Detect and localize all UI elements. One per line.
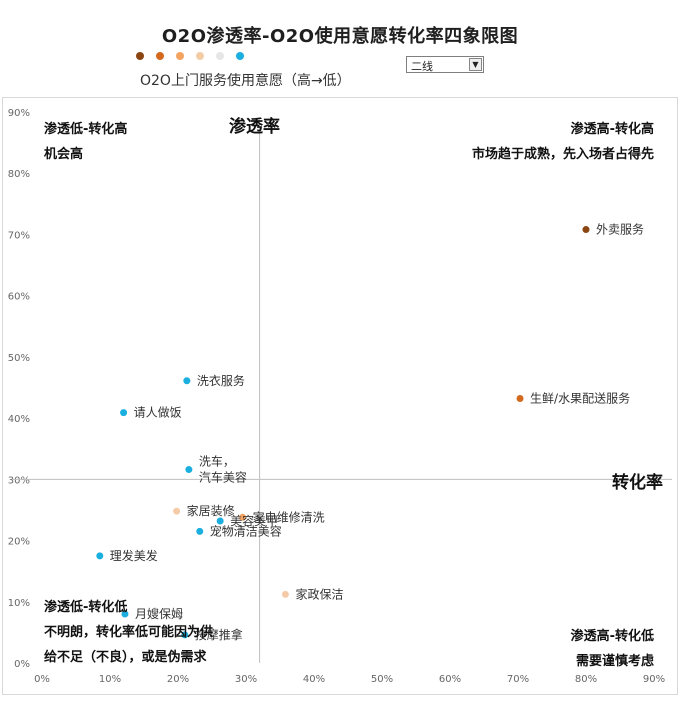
point-label: 理发美发	[110, 548, 158, 563]
data-point	[173, 507, 181, 515]
city-tier-dropdown[interactable]: 二线 ▼	[406, 56, 484, 73]
data-point	[120, 409, 128, 417]
x-tick-label: 80%	[575, 674, 597, 685]
chevron-down-icon[interactable]: ▼	[469, 58, 482, 71]
point-label: 月嫂保姆	[135, 607, 183, 621]
x-tick-label: 50%	[371, 674, 393, 685]
y-tick-label: 20%	[8, 537, 30, 548]
quadrant-bottom-left-note-2: 给不足（不良），或是伪需求	[44, 650, 207, 665]
legend-dot	[236, 52, 244, 60]
x-tick-label: 60%	[439, 674, 461, 685]
quadrant-bottom-right-title: 渗透高-转化低	[570, 629, 654, 644]
x-tick-label: 20%	[167, 674, 189, 685]
point-label: 生鲜/水果配送服务	[530, 391, 630, 406]
y-tick-label: 70%	[8, 230, 30, 241]
legend-dot	[176, 52, 184, 60]
y-tick-label: 90%	[8, 108, 30, 119]
legend-dot	[156, 52, 164, 60]
quadrant-bottom-left-title: 渗透低-转化低	[44, 600, 128, 615]
legend-dot	[136, 52, 144, 60]
y-tick-label: 80%	[8, 169, 30, 180]
y-tick-label: 60%	[8, 292, 30, 303]
point-label: 洗衣服务	[197, 373, 245, 388]
legend-dot	[196, 52, 204, 60]
y-tick-label: 0%	[14, 659, 30, 670]
point-label: 美容美甲	[230, 513, 278, 528]
data-point	[121, 610, 129, 618]
data-point	[185, 466, 193, 474]
data-point	[582, 226, 590, 234]
y-tick-label: 50%	[8, 353, 30, 364]
y-tick-label: 40%	[8, 414, 30, 425]
x-tick-label: 70%	[507, 674, 529, 685]
data-point	[516, 395, 524, 403]
y-tick-label: 30%	[8, 475, 30, 486]
point-label: 家居装修	[187, 503, 235, 518]
data-point	[183, 377, 191, 385]
chart-title: O2O渗透率-O2O使用意愿转化率四象限图	[161, 26, 519, 47]
point-label: 洗车，	[199, 454, 235, 469]
y-tick-label: 10%	[8, 598, 30, 609]
x-tick-label: 10%	[99, 674, 121, 685]
data-point	[239, 513, 247, 521]
point-label: 宠物清洁美容	[210, 523, 282, 538]
x-axis-title: 转化率	[612, 473, 663, 493]
quadrant-top-left-note: 机会高	[44, 147, 84, 162]
legend-label: O2O上门服务使用意愿（高→低）	[140, 73, 351, 89]
chart-area	[2, 97, 678, 695]
x-tick-label: 40%	[303, 674, 325, 685]
x-tick-label: 0%	[34, 674, 50, 685]
data-point	[96, 552, 104, 560]
point-label: 按摩推拿	[195, 627, 243, 642]
quadrant-top-right-title: 渗透高-转化高	[570, 122, 654, 137]
data-point	[216, 517, 224, 525]
data-point	[281, 590, 289, 598]
data-point	[196, 527, 204, 535]
point-label: 家电维修清洗	[253, 509, 325, 524]
dropdown-value: 二线	[411, 60, 433, 73]
quadrant-top-right-note: 市场趋于成熟，先入场者占得先	[471, 147, 654, 162]
legend-dot	[216, 52, 224, 60]
point-label: 外卖服务	[596, 222, 644, 237]
data-point	[181, 631, 189, 639]
point-label: 家政保洁	[295, 586, 343, 601]
x-tick-label: 30%	[235, 674, 257, 685]
point-label: 汽车美容	[199, 470, 247, 485]
quadrant-bottom-left-note-1: 不明朗，转化率低可能因为供	[44, 625, 214, 640]
y-axis-title: 渗透率	[229, 117, 280, 137]
quadrant-bottom-right-note: 需要谨慎考虑	[575, 654, 654, 669]
point-label: 请人做饭	[134, 405, 182, 420]
x-tick-label: 90%	[643, 674, 665, 685]
quadrant-top-left-title: 渗透低-转化高	[44, 122, 128, 137]
